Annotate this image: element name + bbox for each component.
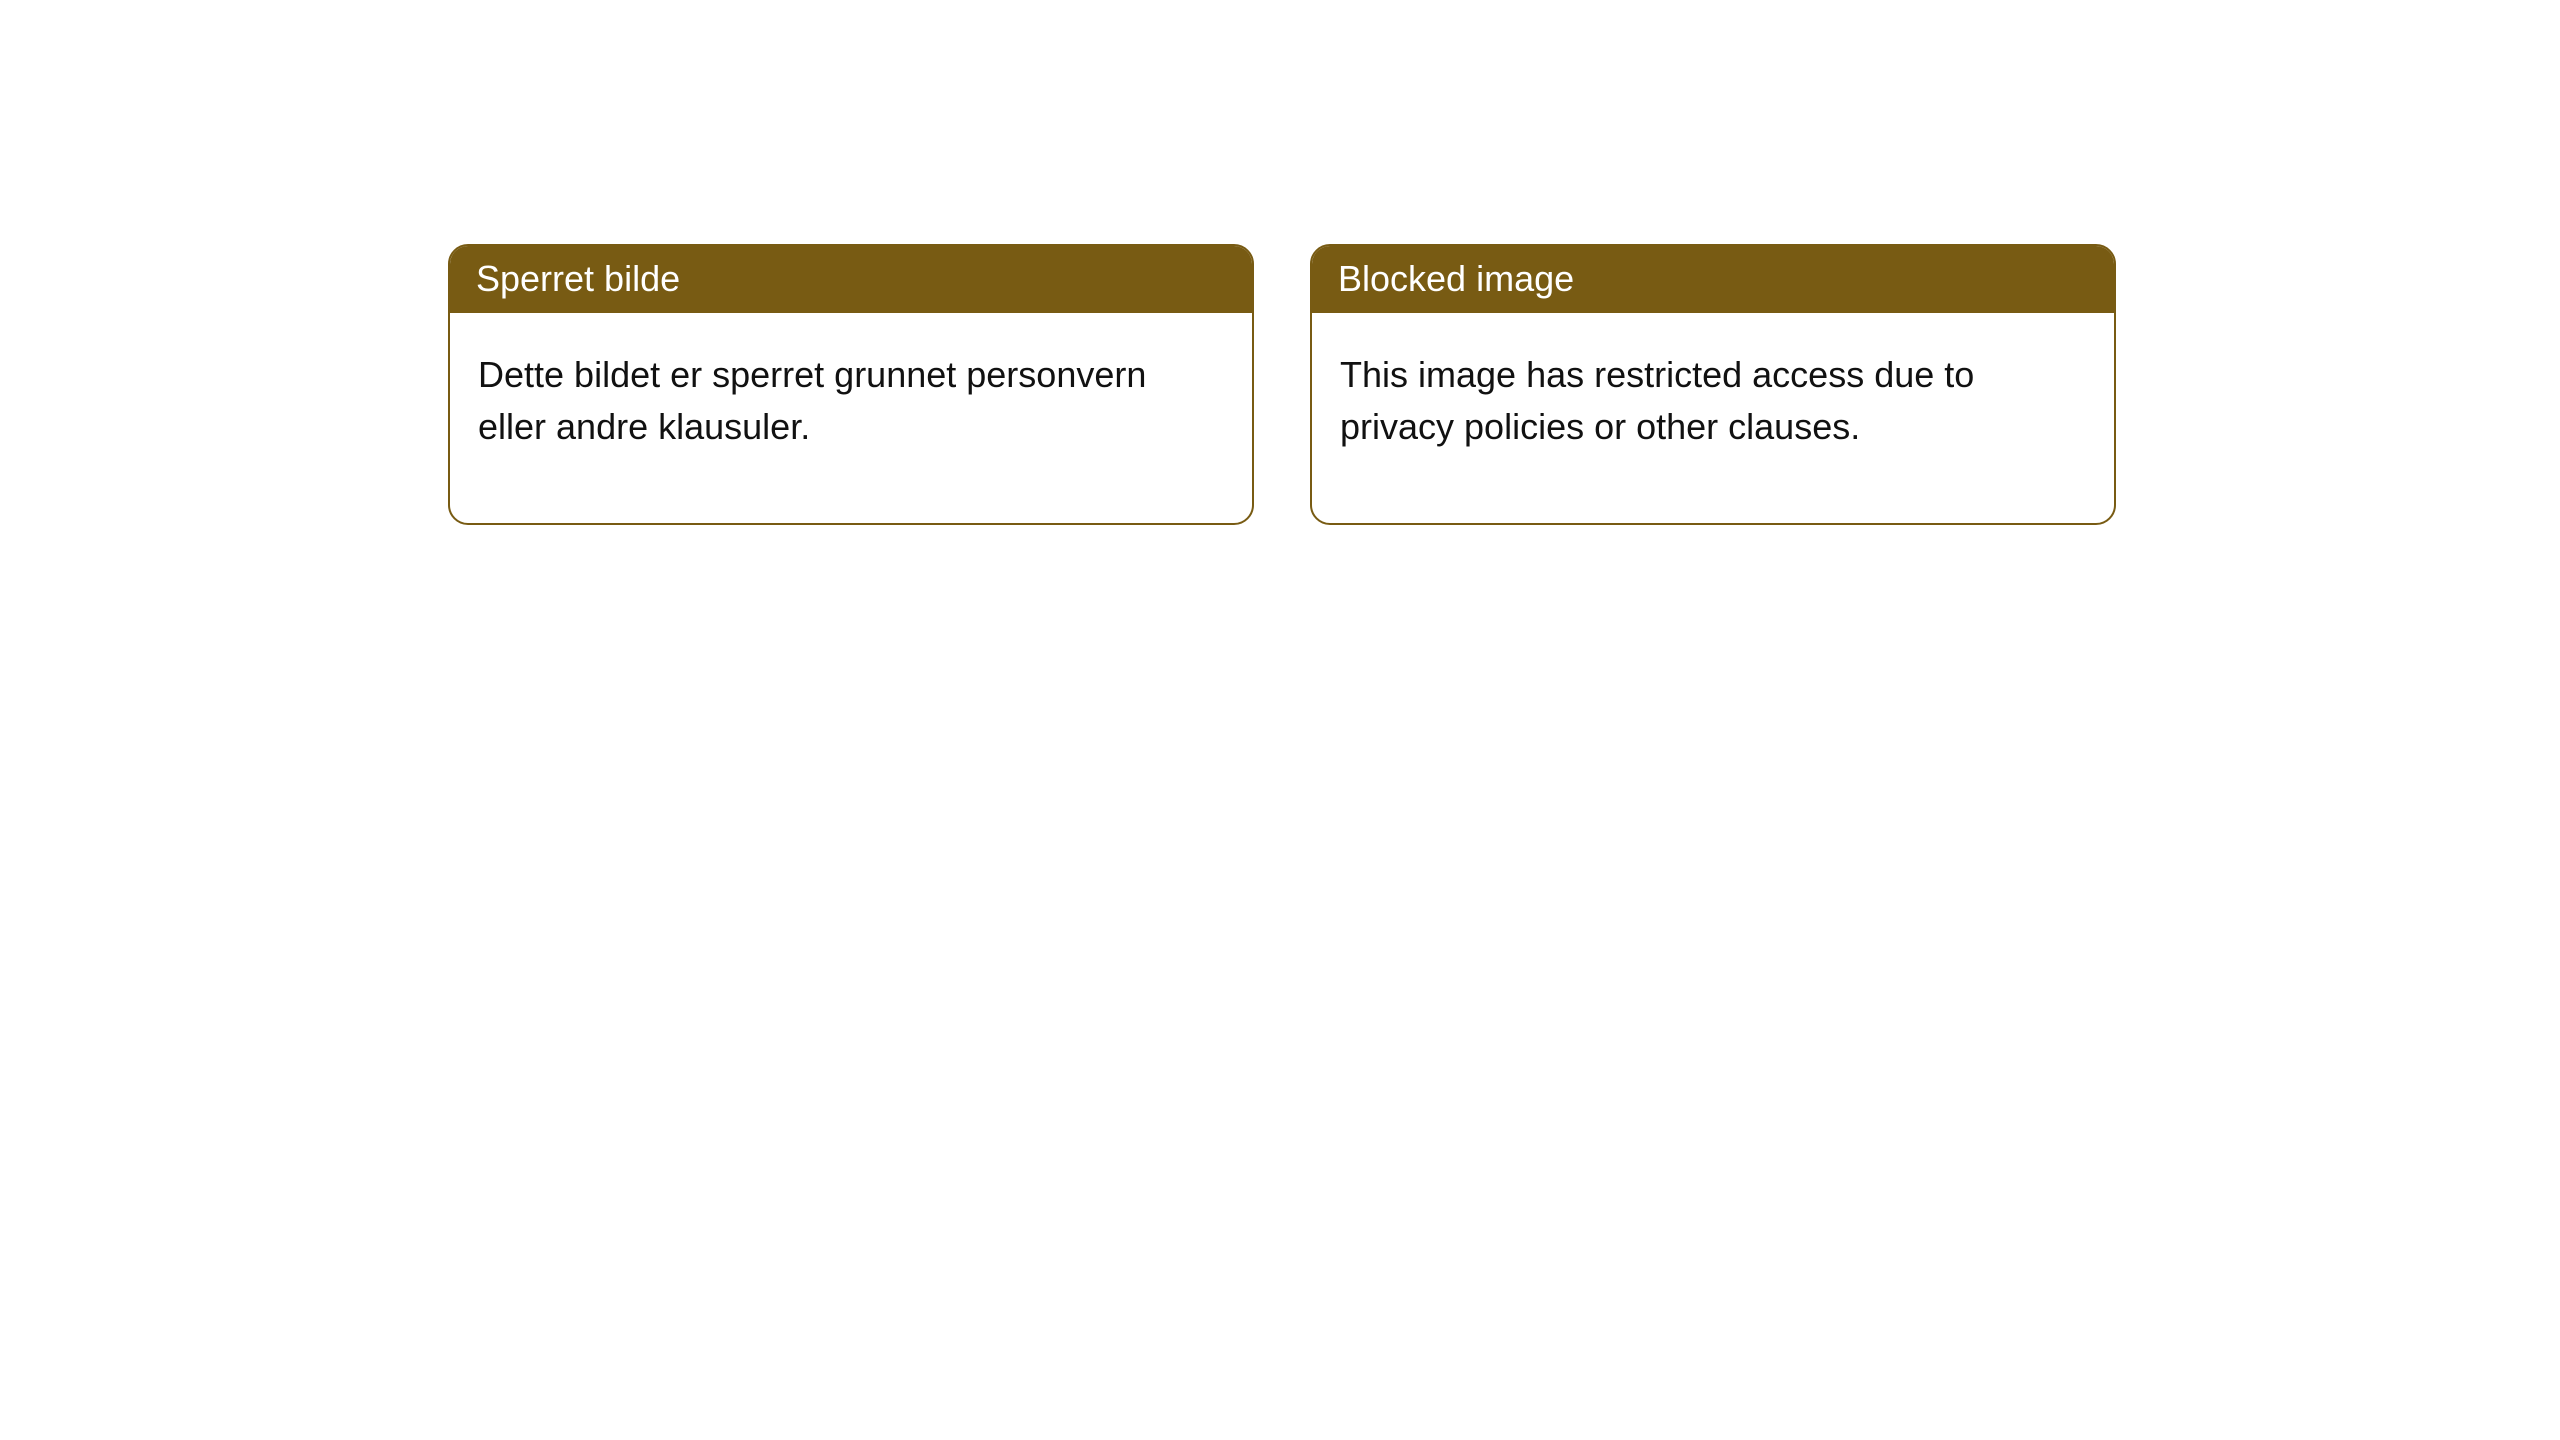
notice-body: This image has restricted access due to … (1312, 313, 2114, 523)
notice-body: Dette bildet er sperret grunnet personve… (450, 313, 1252, 523)
notice-card-english: Blocked image This image has restricted … (1310, 244, 2116, 525)
notice-card-norwegian: Sperret bilde Dette bildet er sperret gr… (448, 244, 1254, 525)
notice-title: Blocked image (1312, 246, 2114, 313)
notice-container: Sperret bilde Dette bildet er sperret gr… (448, 244, 2116, 525)
notice-title: Sperret bilde (450, 246, 1252, 313)
